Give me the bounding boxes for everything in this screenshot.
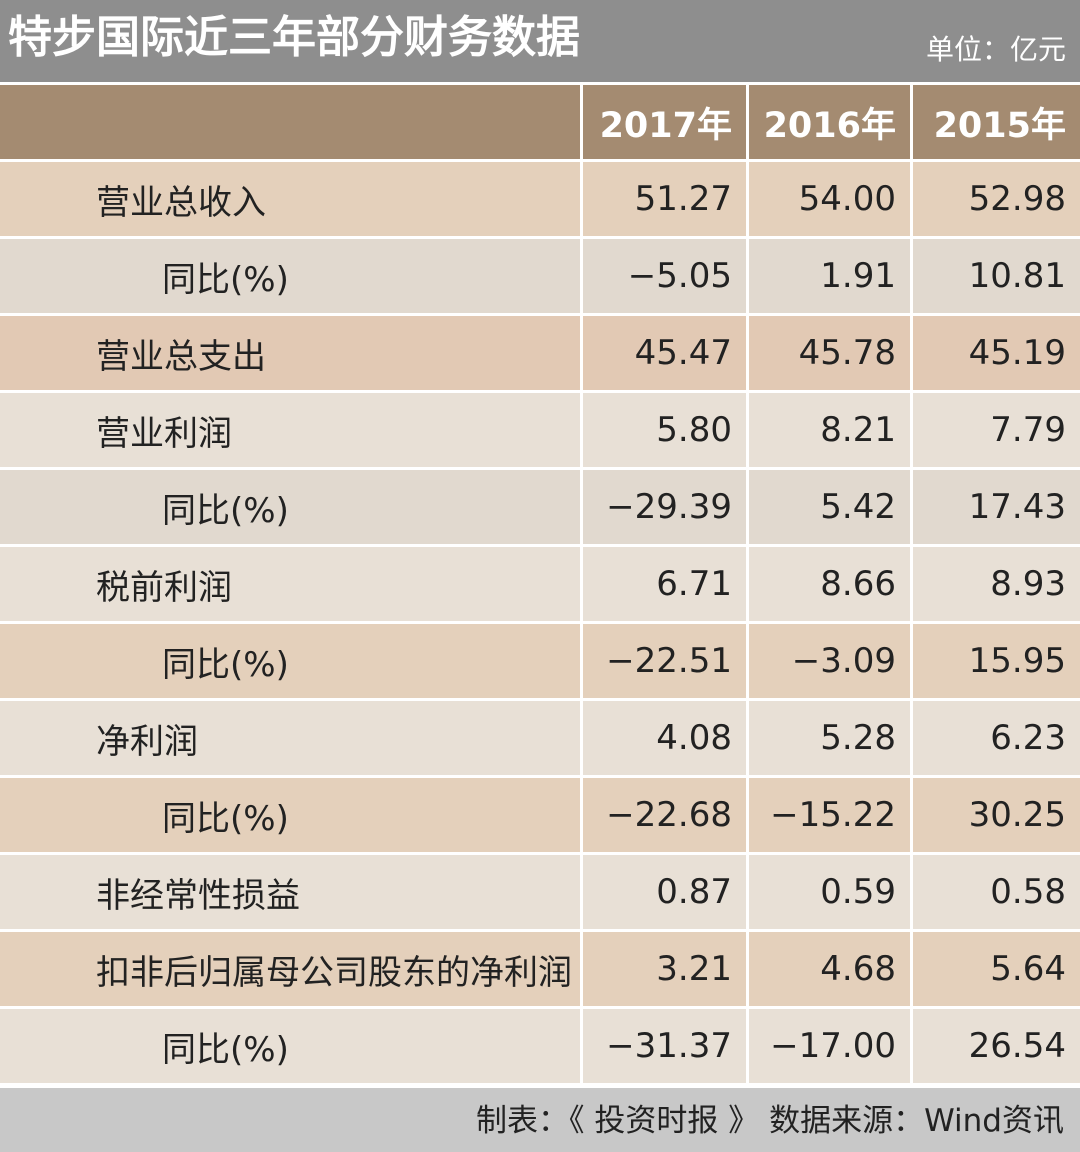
value-cell: 8.66 <box>749 547 913 624</box>
row-label: 非经常性损益 <box>0 855 583 932</box>
value-cell: 26.54 <box>913 1009 1080 1086</box>
value-cell: 0.59 <box>749 855 913 932</box>
value-cell: −22.68 <box>583 778 749 855</box>
value-cell: 15.95 <box>913 624 1080 701</box>
value-cell: 6.71 <box>583 547 749 624</box>
value-cell: 45.78 <box>749 316 913 393</box>
value-cell: −5.05 <box>583 239 749 316</box>
value-cell: −31.37 <box>583 1009 749 1086</box>
value-cell: 45.19 <box>913 316 1080 393</box>
footer-source: 制表：《 投资时报 》 数据来源：Wind资讯 <box>476 1103 1064 1139</box>
row-label: 营业总支出 <box>0 316 583 393</box>
value-cell: 4.68 <box>749 932 913 1009</box>
row-label: 扣非后归属母公司股东的净利润 <box>0 932 583 1009</box>
value-cell: 5.42 <box>749 470 913 547</box>
value-cell: −3.09 <box>749 624 913 701</box>
row-label: 同比(%) <box>0 624 583 701</box>
row-label: 营业总收入 <box>0 162 583 239</box>
value-cell: 0.58 <box>913 855 1080 932</box>
value-cell: −29.39 <box>583 470 749 547</box>
row-label: 同比(%) <box>0 778 583 855</box>
footer-bar: 制表：《 投资时报 》 数据来源：Wind资讯 <box>0 1088 1080 1152</box>
row-label: 税前利润 <box>0 547 583 624</box>
value-cell: 3.21 <box>583 932 749 1009</box>
value-cell: −15.22 <box>749 778 913 855</box>
value-cell: 5.80 <box>583 393 749 470</box>
value-cell: 8.21 <box>749 393 913 470</box>
value-cell: −22.51 <box>583 624 749 701</box>
row-label: 同比(%) <box>0 470 583 547</box>
value-cell: 6.23 <box>913 701 1080 778</box>
value-cell: 4.08 <box>583 701 749 778</box>
header-corner <box>0 85 583 162</box>
value-cell: 51.27 <box>583 162 749 239</box>
financial-table: 2017年 2016年 2015年营业总收入 51.27 54.00 52.98 同比(%)… <box>0 85 1080 1086</box>
value-cell: −17.00 <box>749 1009 913 1086</box>
unit-label: 单位：亿元 <box>925 33 1066 66</box>
value-cell: 54.00 <box>749 162 913 239</box>
value-cell: 52.98 <box>913 162 1080 239</box>
value-cell: 1.91 <box>749 239 913 316</box>
row-label: 营业利润 <box>0 393 583 470</box>
title-bar: 特步国际近三年部分财务数据 单位：亿元 <box>0 0 1080 82</box>
value-cell: 8.93 <box>913 547 1080 624</box>
value-cell: 5.28 <box>749 701 913 778</box>
column-header: 2016年 <box>749 85 913 162</box>
row-label: 同比(%) <box>0 1009 583 1086</box>
value-cell: 7.79 <box>913 393 1080 470</box>
row-label: 净利润 <box>0 701 583 778</box>
table-title: 特步国际近三年部分财务数据 <box>8 12 580 63</box>
value-cell: 5.64 <box>913 932 1080 1009</box>
value-cell: 17.43 <box>913 470 1080 547</box>
value-cell: 45.47 <box>583 316 749 393</box>
row-label: 同比(%) <box>0 239 583 316</box>
value-cell: 30.25 <box>913 778 1080 855</box>
value-cell: 10.81 <box>913 239 1080 316</box>
column-header: 2017年 <box>583 85 749 162</box>
value-cell: 0.87 <box>583 855 749 932</box>
column-header: 2015年 <box>913 85 1080 162</box>
